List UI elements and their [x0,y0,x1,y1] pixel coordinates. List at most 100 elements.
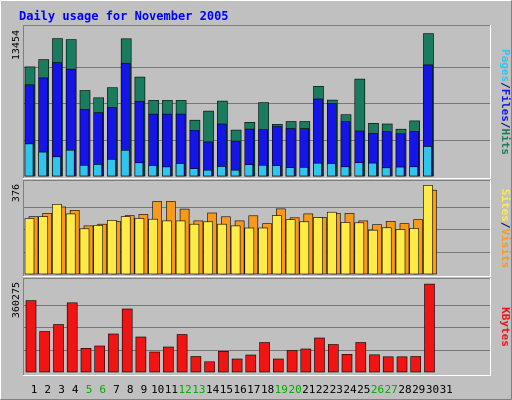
bar-kbytes-day-3 [53,324,64,373]
label-visits: Visits [499,229,512,269]
y-axis-max-label: 376 [11,184,22,202]
x-tick-label-day-16: 16 [233,383,246,396]
chart-title: Daily usage for November 2005 [19,9,229,23]
bar-sites-day-12 [175,220,186,275]
bar-pages-day-30 [423,146,432,177]
bar-pages-day-2 [38,151,48,177]
x-tick-label-day-31: 31 [440,383,453,396]
x-tick-label-day-29: 29 [412,383,425,396]
label-sites: Sites [499,189,512,222]
bar-kbytes-day-25 [355,342,367,373]
bar-sites-day-22 [313,217,323,275]
right-series-labels: KBytes [499,307,512,347]
x-tick-label-day-13: 13 [192,383,205,396]
label-hits: Hits [499,129,512,156]
bar-pages-day-1 [24,143,34,177]
bar-pages-day-5 [79,165,89,177]
bar-kbytes-day-11 [163,346,174,373]
bar-pages-day-17 [244,164,254,177]
bar-sites-day-13 [189,223,200,275]
x-tick-label-day-17: 17 [247,383,260,396]
x-tick-label-day-7: 7 [113,383,120,396]
bar-pages-day-4 [65,149,75,177]
x-tick-label-day-11: 11 [165,383,178,396]
panel-sites_visits: 376 Sites/Visits [11,180,512,277]
bar-sites-day-2 [38,216,49,275]
label-separator: / [499,122,512,129]
x-tick-label-day-3: 3 [58,383,65,396]
bar-pages-day-9 [134,162,144,177]
bar-pages-day-16 [230,169,240,177]
bar-sites-day-19 [271,215,282,275]
bar-sites-day-29 [409,228,420,275]
bar-sites-day-4 [65,213,76,275]
bar-pages-day-14 [203,169,212,177]
bar-sites-day-7 [107,220,117,275]
bar-kbytes-day-16 [231,358,243,373]
bar-sites-day-10 [148,218,158,275]
bar-sites-day-20 [285,219,296,275]
bar-kbytes-day-30 [424,283,435,373]
label-separator: / [499,222,512,229]
bar-sites-day-16 [230,225,241,275]
bar-kbytes-day-8 [121,308,133,373]
x-tick-label-day-26: 26 [371,383,384,396]
bar-kbytes-day-20 [286,350,298,373]
bar-kbytes-day-26 [369,354,380,373]
bar-pages-day-29 [409,166,419,177]
y-axis-max-label: 360275 [11,282,22,318]
bar-pages-day-10 [148,165,157,177]
bar-sites-day-15 [217,223,227,275]
bar-kbytes-day-5 [80,347,92,373]
x-tick-label-day-28: 28 [398,383,411,396]
bar-pages-day-15 [217,166,226,177]
bar-sites-day-26 [368,229,378,275]
bar-kbytes-day-28 [396,356,408,373]
bar-pages-day-13 [189,168,199,177]
bar-pages-day-28 [395,166,405,177]
x-tick-label-day-19: 19 [275,383,288,396]
bar-pages-day-7 [107,159,116,177]
x-tick-label-day-8: 8 [127,383,134,396]
x-tick-label-day-9: 9 [141,383,148,396]
bar-pages-day-18 [258,165,267,177]
bar-pages-day-26 [368,162,377,177]
bar-sites-day-17 [244,227,255,275]
x-tick-label-day-10: 10 [151,383,164,396]
bar-kbytes-day-19 [272,358,284,373]
right-series-labels: Pages/Files/Hits [499,49,512,155]
x-tick-label-day-14: 14 [206,383,220,396]
series-kbytes [25,283,435,373]
bar-kbytes-day-13 [190,356,202,373]
bar-kbytes-day-9 [135,336,147,373]
bar-sites-day-21 [299,221,310,275]
bar-sites-day-27 [381,227,392,275]
bar-kbytes-day-29 [410,356,422,373]
bar-kbytes-day-7 [108,333,119,373]
bar-pages-day-19 [271,165,281,177]
bar-pages-day-11 [162,166,171,177]
bar-kbytes-day-24 [341,353,353,373]
bar-pages-day-22 [313,162,322,177]
x-tick-label-day-15: 15 [220,383,233,396]
panel-kbytes: 360275 KBytes [11,278,512,376]
x-tick-label-day-30: 30 [426,383,439,396]
bar-pages-day-21 [299,167,309,177]
x-tick-label-day-20: 20 [288,383,301,396]
x-tick-label-day-25: 25 [357,383,370,396]
x-tick-label-day-21: 21 [302,383,315,396]
label-pages: Pages [499,49,512,82]
bar-kbytes-day-22 [314,337,325,373]
bar-sites-day-24 [340,222,351,275]
x-tick-label-day-23: 23 [330,383,343,396]
x-tick-label-day-27: 27 [385,383,398,396]
bar-pages-day-12 [175,163,185,177]
bar-kbytes-day-23 [327,344,339,373]
bar-sites-day-1 [24,218,35,275]
x-tick-label-day-24: 24 [343,383,357,396]
bar-kbytes-day-4 [66,302,78,373]
bar-kbytes-day-12 [176,334,188,373]
bar-sites-day-3 [52,204,62,275]
